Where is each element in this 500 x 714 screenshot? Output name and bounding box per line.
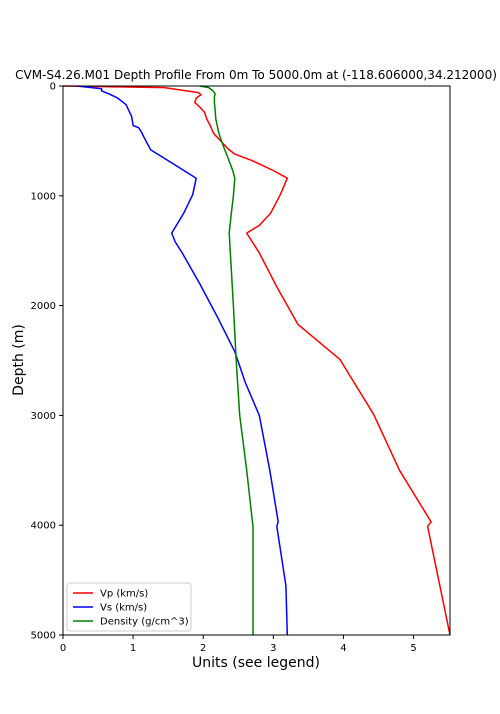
chart-title: CVM-S4.26.M01 Depth Profile From 0m To 5… [15, 68, 497, 82]
axis-ticks: 0 1 2 3 4 5 0 1000 2000 3000 4000 5000 [31, 82, 417, 655]
y-axis-label: Depth (m) [11, 324, 27, 396]
y-tick-label: 4000 [31, 521, 56, 532]
series-line-vp-km-s [62, 85, 451, 636]
legend-label: Density (g/cm^3) [100, 617, 189, 628]
series-line-vs-km-s [76, 85, 289, 636]
y-tick-label: 0 [50, 82, 56, 93]
x-tick-label: 0 [60, 643, 66, 654]
plot-frame [62, 85, 451, 636]
series-line-density-g-cm-3 [199, 85, 254, 635]
plot-area [62, 85, 451, 636]
x-tick-label: 5 [410, 643, 416, 654]
x-tick-label: 2 [200, 643, 206, 654]
legend-label: Vs (km/s) [100, 603, 147, 614]
legend-label: Vp (km/s) [100, 589, 148, 600]
y-tick-label: 2000 [31, 301, 56, 312]
legend-box [66, 582, 192, 632]
legend: Vp (km/s) Vs (km/s) Density (g/cm^3) [66, 582, 192, 632]
x-tick-label: 1 [130, 643, 136, 654]
y-tick-label: 1000 [31, 191, 56, 202]
y-tick-label: 5000 [31, 631, 56, 642]
x-tick-label: 4 [340, 643, 346, 654]
y-tick-label: 3000 [31, 411, 56, 422]
x-tick-label: 3 [270, 643, 276, 654]
x-axis-label: Units (see legend) [192, 655, 320, 671]
